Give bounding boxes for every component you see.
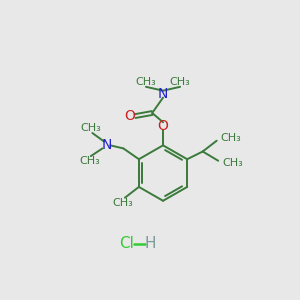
Text: CH₃: CH₃: [136, 77, 156, 87]
Text: N: N: [158, 87, 168, 101]
Text: CH₃: CH₃: [112, 198, 133, 208]
Text: CH₃: CH₃: [222, 158, 243, 168]
Text: CH₃: CH₃: [220, 134, 241, 143]
Text: O: O: [158, 119, 169, 133]
Text: CH₃: CH₃: [170, 77, 190, 87]
Text: O: O: [124, 109, 135, 123]
Text: CH₃: CH₃: [79, 156, 100, 166]
Text: CH₃: CH₃: [80, 123, 101, 134]
Text: H: H: [144, 236, 156, 251]
Text: Cl: Cl: [119, 236, 134, 251]
Text: N: N: [101, 138, 112, 152]
